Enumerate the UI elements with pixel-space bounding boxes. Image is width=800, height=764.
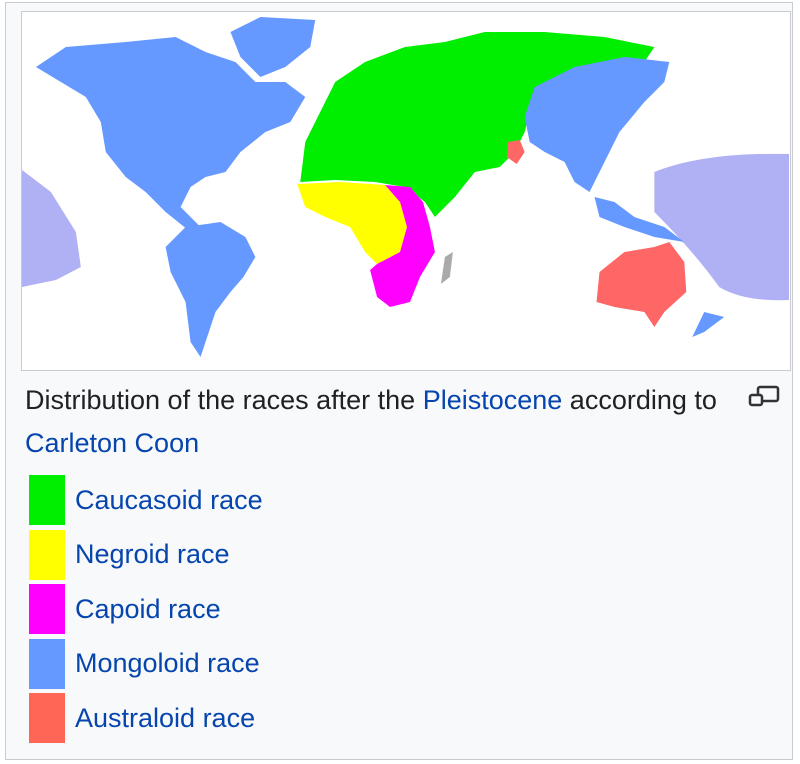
carleton-coon-link[interactable]: Carleton Coon — [25, 428, 200, 458]
africa-capoid — [370, 185, 435, 307]
pacific-region-left — [22, 170, 81, 287]
new-zealand — [692, 312, 725, 337]
legend-link-capoid[interactable]: Capoid race — [75, 593, 221, 624]
india-australoid — [506, 140, 525, 164]
legend-link-mongoloid[interactable]: Mongoloid race — [75, 648, 260, 679]
world-map[interactable] — [21, 11, 791, 371]
africa-negroid — [297, 182, 407, 264]
legend-item: Mongoloid race — [29, 637, 263, 692]
image-caption: Distribution of the races after the Plei… — [25, 379, 725, 465]
legend-swatch-negroid — [29, 529, 65, 580]
legend-item: Negroid race — [29, 528, 263, 583]
legend-swatch-capoid — [29, 584, 65, 635]
legend-swatch-mongoloid — [29, 638, 65, 689]
caption-text: Distribution of the races after the — [25, 385, 423, 415]
legend-item: Australoid race — [29, 691, 263, 746]
madagascar — [440, 252, 453, 284]
image-thumbnail: Distribution of the races after the Plei… — [5, 2, 793, 760]
legend-item: Capoid race — [29, 582, 263, 637]
magnify-clip-icon[interactable] — [748, 385, 780, 407]
legend-item: Caucasoid race — [29, 473, 263, 528]
legend-swatch-australoid — [29, 693, 65, 744]
caption-text-middle: according to — [562, 385, 717, 415]
south-america — [165, 222, 256, 357]
pleistocene-link[interactable]: Pleistocene — [422, 385, 563, 415]
world-map-svg — [22, 17, 790, 357]
east-asia-mongoloid — [524, 57, 670, 192]
legend-link-australoid[interactable]: Australoid race — [75, 702, 256, 733]
australia — [596, 242, 687, 327]
pacific-region-right — [654, 153, 790, 301]
map-legend: Caucasoid race Negroid race Capoid race … — [29, 473, 263, 746]
southeast-asia-islands — [594, 197, 685, 242]
north-america — [35, 37, 306, 237]
greenland — [230, 17, 316, 77]
legend-link-negroid[interactable]: Negroid race — [75, 539, 230, 570]
legend-link-caucasoid[interactable]: Caucasoid race — [75, 484, 263, 515]
legend-swatch-caucasoid — [29, 475, 65, 526]
